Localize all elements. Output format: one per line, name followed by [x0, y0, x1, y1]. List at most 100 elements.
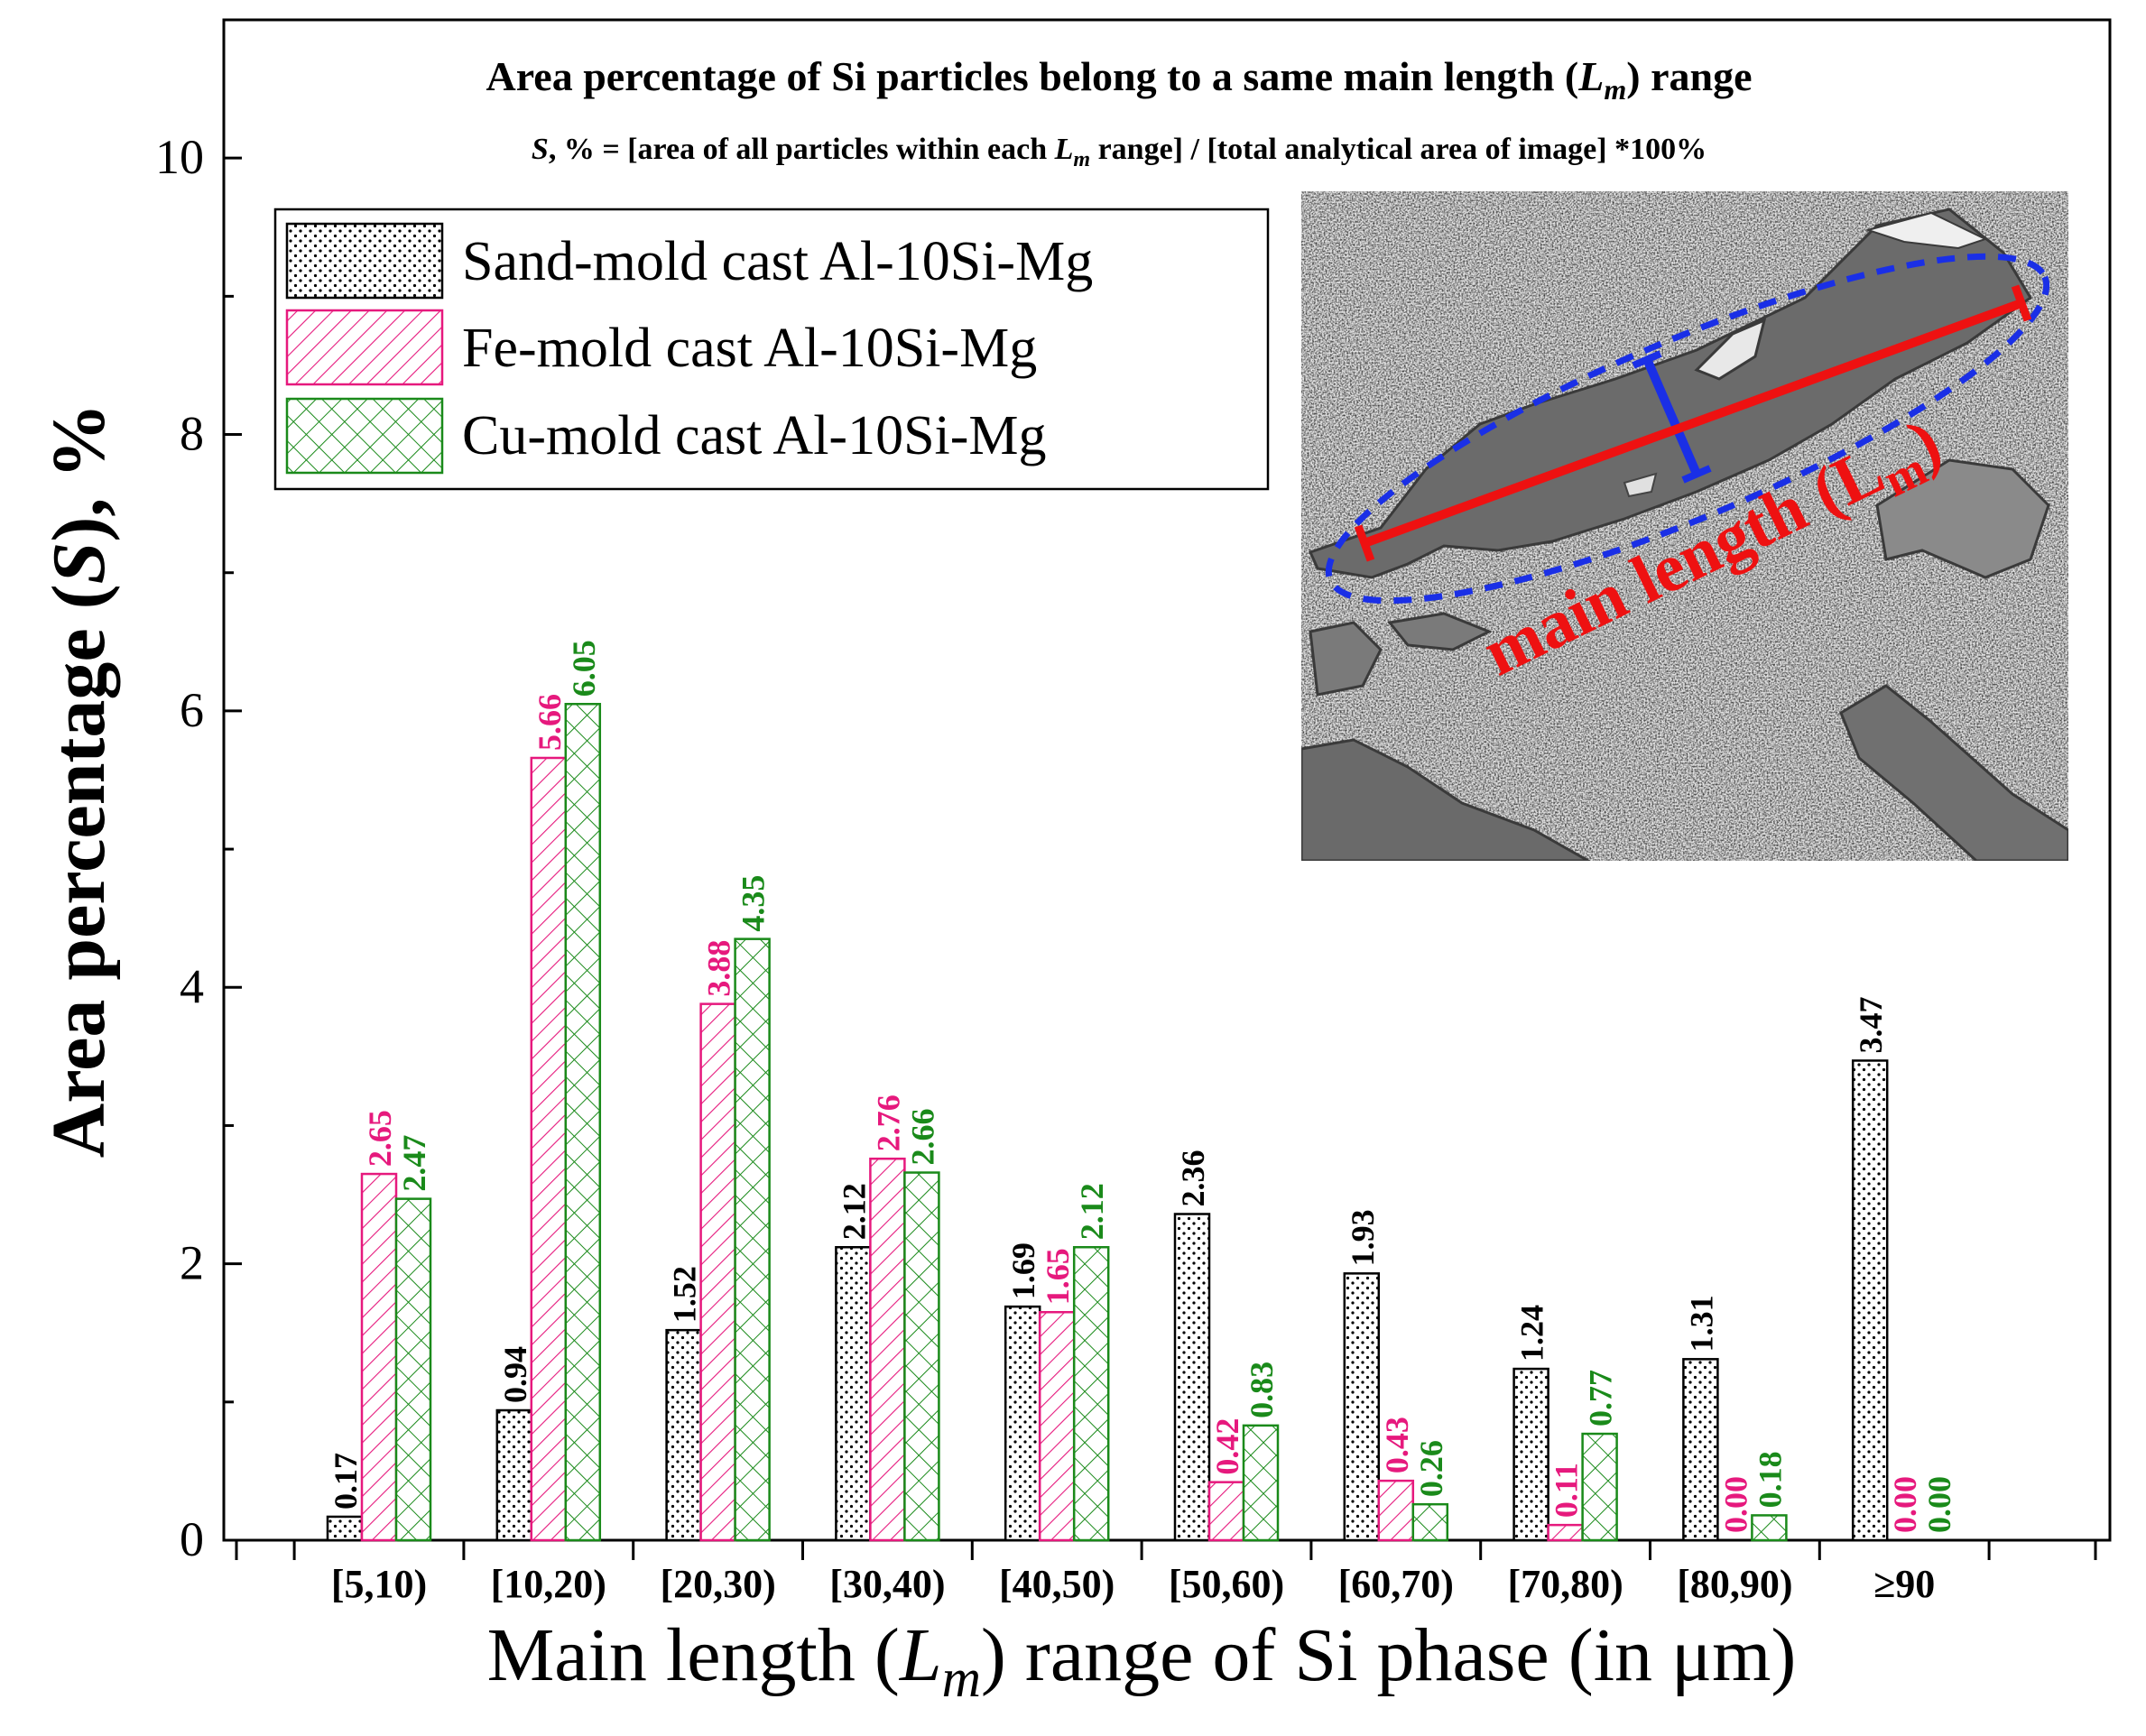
bar-labels: 0.17 2.652.47 0.94 5.666.05 1.52 3.88 4.35 2.12…	[328, 640, 1957, 1533]
data-label-fe: 0.43	[1379, 1417, 1415, 1473]
data-label-sand: 1.24	[1514, 1305, 1550, 1362]
data-label-cu: 6.05	[566, 640, 602, 697]
y-tick-label: 4	[180, 959, 204, 1013]
subtitle-var: S	[532, 133, 549, 166]
si-particle-hole-2	[1623, 472, 1658, 498]
legend-swatch-cu	[285, 397, 444, 475]
xlabel-b: ) range of Si phase (in μm)	[981, 1613, 1796, 1697]
bar-sand	[835, 1246, 872, 1542]
legend-swatch-fe	[285, 309, 444, 386]
bar-cu	[1072, 1246, 1110, 1542]
data-label-fe: 1.65	[1040, 1248, 1076, 1305]
x-axis: [5,10) [10,20) [20,30) [30,40) [40,50) [50,60…	[235, 1540, 2097, 1606]
x-tick-label: [10,20)	[491, 1562, 606, 1606]
bar-cu	[1751, 1514, 1788, 1542]
legend-label-sand: Sand-mold cast Al-10Si-Mg	[462, 231, 1093, 292]
si-particle-left	[1309, 621, 1383, 697]
y-axis-label: Area percentage (S), %	[37, 403, 121, 1159]
bar-cu	[564, 703, 602, 1542]
bar-fe	[869, 1157, 906, 1542]
x-axis-label: Main length (Lm) range of Si phase (in μ…	[487, 1613, 1797, 1708]
title-end: ) range	[1626, 53, 1752, 99]
xlabel-var: L	[899, 1613, 942, 1697]
xlabel-a: Main length (	[487, 1613, 900, 1697]
bar-fe	[1038, 1311, 1076, 1542]
bar-cu	[1411, 1502, 1449, 1542]
bar-sand	[1682, 1358, 1719, 1542]
si-particle-lower-right	[1839, 684, 2068, 861]
bar-sand	[1173, 1213, 1211, 1542]
data-label-cu: 0.26	[1413, 1440, 1449, 1497]
data-label-cu: 2.47	[396, 1135, 432, 1192]
legend-label-fe: Fe-mold cast Al-10Si-Mg	[462, 318, 1037, 379]
main-length-cap-right	[2011, 284, 2032, 322]
inset-micrograph: main length (Lm)	[1301, 191, 2068, 861]
ylabel-var: S	[37, 542, 121, 585]
data-label-sand: 1.93	[1345, 1209, 1381, 1266]
si-particle-main	[1308, 208, 2032, 579]
x-tick-label: [50,60)	[1169, 1562, 1284, 1606]
bar-sand	[1851, 1059, 1889, 1542]
width-measure-line	[1642, 357, 1701, 476]
bars	[326, 703, 1889, 1542]
legend: Sand-mold cast Al-10Si-Mg Fe-mold cast A…	[273, 208, 1270, 491]
data-label-fe: 0.00	[1887, 1476, 1923, 1533]
y-tick-label: 8	[180, 407, 204, 461]
data-label-fe: 0.00	[1717, 1476, 1753, 1533]
si-particle-right	[1875, 458, 2050, 579]
bar-fe	[360, 1172, 398, 1542]
bar-fe	[699, 1002, 736, 1542]
legend-swatch-sand	[285, 222, 444, 300]
y-tick-label: 2	[180, 1236, 204, 1290]
bar-sand	[1512, 1367, 1549, 1542]
x-tick-label: [5,10)	[331, 1562, 427, 1606]
data-label-cu: 0.00	[1921, 1476, 1957, 1533]
bar-fe	[1547, 1523, 1584, 1542]
bar-sand	[495, 1408, 533, 1542]
bar-fe	[1377, 1479, 1415, 1542]
y-tick-label: 0	[180, 1512, 204, 1566]
data-label-fe: 0.42	[1209, 1418, 1245, 1475]
x-tick-label: [60,70)	[1338, 1562, 1454, 1606]
si-particle-tip	[1864, 211, 1988, 250]
bar-fe	[530, 756, 568, 1542]
bar-cu	[734, 937, 771, 1542]
data-label-fe: 0.11	[1549, 1463, 1585, 1518]
chart-title: Area percentage of Si particles belong t…	[486, 53, 1752, 106]
data-label-cu: 0.18	[1752, 1451, 1788, 1508]
width-measure-cap-top	[1632, 350, 1662, 369]
si-particle-lower-left	[1301, 738, 1592, 861]
bar-sand	[326, 1515, 364, 1542]
ylabel-a: Area percentage (	[37, 584, 121, 1158]
x-tick-label: [30,40)	[829, 1562, 945, 1606]
subtitle-b: range] / [total analytical area of image…	[1090, 133, 1707, 166]
bar-sand	[665, 1328, 702, 1542]
data-label-sand: 3.47	[1853, 996, 1889, 1053]
y-axis: 0 2 4 6 8 10	[155, 130, 242, 1566]
title-sub: m	[1604, 73, 1626, 106]
data-label-sand: 1.31	[1683, 1295, 1719, 1352]
data-label-sand: 1.52	[667, 1266, 703, 1323]
bar-cu	[903, 1171, 940, 1542]
x-tick-label: [80,90)	[1677, 1562, 1792, 1606]
data-label-cu: 2.12	[1074, 1183, 1110, 1240]
ylabel-b: ), %	[37, 403, 121, 542]
xlabel-sub: m	[942, 1648, 981, 1708]
bar-sand	[1004, 1305, 1041, 1542]
data-label-cu: 0.77	[1583, 1370, 1619, 1427]
x-tick-label: ≥90	[1873, 1562, 1935, 1606]
title-var: L	[1577, 53, 1604, 99]
bar-fe	[1207, 1481, 1245, 1542]
subtitle-lvar: L	[1054, 133, 1074, 166]
width-measure-cap-bottom	[1681, 465, 1712, 484]
si-particle-mid	[1387, 612, 1493, 651]
y-tick-label: 6	[180, 683, 204, 737]
data-label-fe: 2.65	[362, 1110, 398, 1167]
data-label-cu: 4.35	[735, 875, 772, 932]
x-tick-label: [20,30)	[660, 1562, 775, 1606]
data-label-sand: 0.17	[328, 1453, 364, 1510]
x-tick-label: [70,80)	[1507, 1562, 1623, 1606]
bar-sand	[1343, 1272, 1381, 1542]
data-label-sand: 2.36	[1175, 1150, 1211, 1206]
